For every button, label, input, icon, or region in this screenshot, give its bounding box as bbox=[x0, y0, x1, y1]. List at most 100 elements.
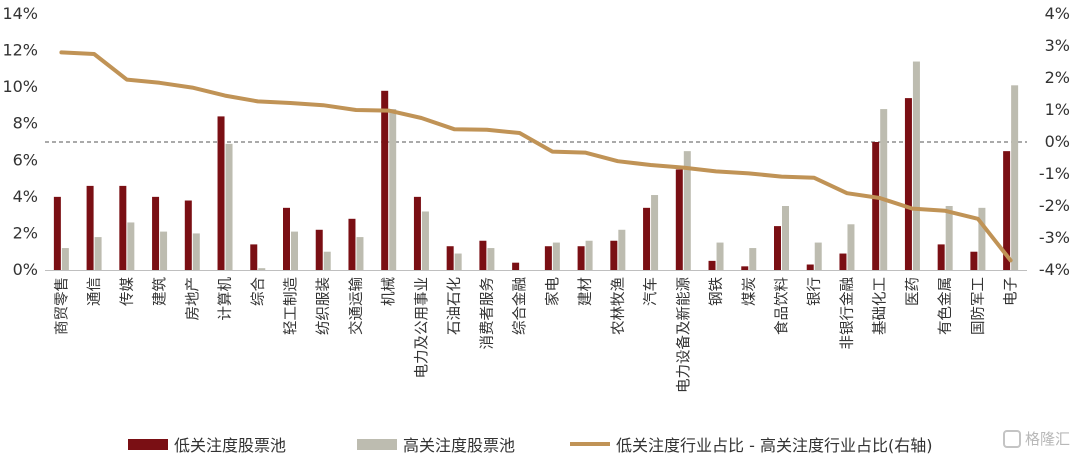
category-label: 综合金融 bbox=[512, 277, 529, 335]
right-tick-label: -2% bbox=[1039, 196, 1070, 215]
left-tick-label: 14% bbox=[2, 4, 38, 23]
bar-low-attention bbox=[217, 116, 225, 271]
category-label: 传媒 bbox=[119, 277, 136, 306]
bar-low-attention bbox=[446, 246, 454, 270]
left-tick-label: 0% bbox=[13, 260, 38, 279]
category-label: 纺织服装 bbox=[315, 277, 332, 335]
left-tick-label: 8% bbox=[13, 114, 38, 133]
watermark-logo-icon bbox=[1002, 429, 1021, 448]
bar-low-attention bbox=[610, 240, 618, 270]
category-label: 交通运输 bbox=[347, 277, 365, 335]
category-label: 钢铁 bbox=[708, 277, 725, 306]
bar-low-attention bbox=[119, 185, 127, 270]
category-label: 石油石化 bbox=[446, 277, 463, 335]
right-tick-label: 3% bbox=[1045, 36, 1070, 55]
left-axis: 0% 2% 4% 6% 8% 10% 12% 14% bbox=[2, 4, 38, 279]
bar-low-attention bbox=[904, 98, 912, 270]
legend-label-high: 高关注度股票池 bbox=[403, 436, 516, 455]
bar-low-attention bbox=[544, 246, 552, 270]
left-tick-label: 12% bbox=[2, 41, 38, 60]
category-label: 非银行金融 bbox=[839, 277, 856, 350]
bar-low-attention bbox=[348, 218, 356, 270]
chart: 0% 2% 4% 6% 8% 10% 12% 14% -4% -3% -2% -1% 0% 1% 2% 3%… bbox=[2, 4, 1070, 393]
watermark: 格隆汇 bbox=[1002, 428, 1070, 449]
category-label: 建材 bbox=[577, 277, 594, 306]
bar-low-attention bbox=[283, 207, 290, 270]
category-labels: 商贸零售 通信 传媒 建筑 房地产 计算机 综合 轻工制造 纺织服装 交通运输 机械 电力及公用事业石… bbox=[53, 277, 1019, 393]
right-tick-label: -3% bbox=[1039, 228, 1070, 247]
bar-low-attention bbox=[872, 142, 880, 270]
bar-high-attention bbox=[356, 237, 364, 270]
bar-high-attention bbox=[552, 242, 560, 270]
bar-high-attention bbox=[127, 222, 135, 270]
bar-high-attention bbox=[814, 242, 822, 270]
bar-low-attention bbox=[675, 169, 683, 270]
legend-item-diff: 低关注度行业占比 - 高关注度行业占比(右轴) bbox=[570, 432, 932, 456]
bar-high-attention bbox=[192, 233, 200, 270]
bar-high-attention bbox=[421, 211, 429, 270]
bar-low-attention bbox=[643, 207, 651, 270]
category-label: 银行 bbox=[806, 277, 823, 306]
bar-low-attention bbox=[839, 253, 847, 270]
bar-low-attention bbox=[577, 246, 585, 270]
right-tick-label: -4% bbox=[1039, 260, 1070, 279]
bar-high-attention bbox=[225, 143, 233, 270]
bar-high-attention bbox=[389, 109, 397, 270]
bar-high-attention bbox=[716, 242, 724, 270]
right-tick-label: 4% bbox=[1045, 4, 1070, 23]
category-label: 医药 bbox=[904, 277, 921, 306]
category-label: 建筑 bbox=[152, 277, 169, 306]
right-tick-label: 2% bbox=[1045, 68, 1070, 87]
bar-high-attention bbox=[880, 109, 888, 270]
legend-label-low: 低关注度股票池 bbox=[174, 436, 287, 455]
bar-low-attention bbox=[741, 266, 749, 270]
category-label: 基础化工 bbox=[872, 277, 889, 335]
bar-low-attention bbox=[86, 185, 94, 270]
bar-high-attention bbox=[945, 206, 953, 270]
category-label: 消费者服务 bbox=[479, 277, 496, 350]
legend: 低关注度股票池 高关注度股票池 低关注度行业占比 - 高关注度行业占比(右轴) bbox=[0, 432, 1080, 456]
legend-label-diff: 低关注度行业占比 - 高关注度行业占比(右轴) bbox=[616, 436, 933, 455]
bars bbox=[53, 61, 1019, 271]
bar-low-attention bbox=[53, 196, 61, 270]
bar-high-attention bbox=[782, 206, 789, 270]
category-label: 商贸零售 bbox=[53, 277, 70, 335]
bar-high-attention bbox=[61, 248, 69, 270]
category-label: 房地产 bbox=[184, 277, 201, 321]
bar-low-attention bbox=[970, 251, 978, 270]
bar-high-attention bbox=[1011, 85, 1019, 270]
bar-high-attention bbox=[912, 61, 920, 270]
category-label: 计算机 bbox=[217, 277, 234, 321]
bar-low-attention bbox=[184, 200, 192, 270]
bar-high-attention bbox=[258, 268, 266, 270]
bar-low-attention bbox=[315, 229, 323, 270]
right-tick-label: 1% bbox=[1045, 100, 1070, 119]
bar-high-attention bbox=[683, 151, 691, 270]
category-label: 食品饮料 bbox=[774, 277, 791, 335]
bar-high-attention bbox=[94, 237, 102, 270]
bar-low-attention bbox=[1003, 151, 1011, 270]
bar-low-attention bbox=[479, 240, 487, 270]
bar-high-attention bbox=[291, 231, 298, 270]
category-label: 煤炭 bbox=[741, 277, 758, 306]
bar-low-attention bbox=[250, 244, 258, 270]
bar-high-attention bbox=[978, 207, 986, 270]
bar-high-attention bbox=[323, 251, 331, 270]
bar-low-attention bbox=[806, 264, 814, 270]
bar-low-attention bbox=[512, 262, 520, 270]
legend-swatch-diff bbox=[570, 442, 610, 446]
category-label: 家电 bbox=[544, 277, 561, 306]
right-axis: -4% -3% -2% -1% 0% 1% 2% 3% 4% bbox=[1039, 4, 1070, 279]
bar-high-attention bbox=[454, 253, 462, 270]
bar-high-attention bbox=[847, 224, 855, 270]
category-label: 国防军工 bbox=[970, 277, 987, 335]
category-label: 汽车 bbox=[643, 277, 660, 306]
legend-item-high: 高关注度股票池 bbox=[357, 432, 515, 456]
left-tick-label: 2% bbox=[13, 223, 38, 242]
category-label: 农林牧渔 bbox=[610, 277, 627, 335]
bar-high-attention bbox=[651, 195, 659, 270]
watermark-text: 格隆汇 bbox=[1024, 430, 1070, 448]
category-label: 电力及公用事业 bbox=[413, 277, 430, 379]
left-tick-label: 6% bbox=[13, 150, 38, 169]
series-line-difference bbox=[59, 50, 1013, 263]
